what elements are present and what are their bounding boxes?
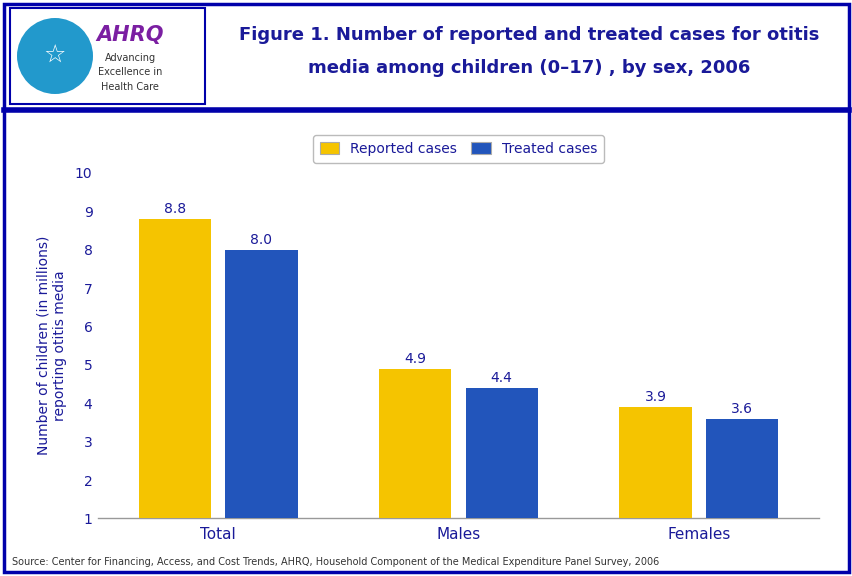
Text: 4.4: 4.4 xyxy=(490,371,512,385)
Bar xyxy=(619,407,691,557)
Legend: Reported cases, Treated cases: Reported cases, Treated cases xyxy=(313,135,603,162)
Bar xyxy=(225,249,297,557)
Bar xyxy=(139,219,210,557)
Text: ☆: ☆ xyxy=(43,44,66,68)
Text: Advancing: Advancing xyxy=(104,53,155,63)
Bar xyxy=(705,419,777,557)
Text: Figure 1. Number of reported and treated cases for otitis: Figure 1. Number of reported and treated… xyxy=(239,26,818,44)
Text: 4.9: 4.9 xyxy=(404,352,426,366)
Text: 8.0: 8.0 xyxy=(250,233,272,247)
Bar xyxy=(4,4,848,110)
Bar xyxy=(10,8,204,104)
Text: Health Care: Health Care xyxy=(101,82,158,92)
Text: 8.8: 8.8 xyxy=(164,202,186,216)
Bar xyxy=(379,369,451,557)
Y-axis label: Number of children (in millions)
reporting otitis media: Number of children (in millions) reporti… xyxy=(37,236,66,455)
Bar xyxy=(465,388,537,557)
Text: 3.6: 3.6 xyxy=(730,402,752,416)
Text: Excellence in: Excellence in xyxy=(98,67,162,77)
Text: media among children (0–17) , by sex, 2006: media among children (0–17) , by sex, 20… xyxy=(308,59,749,77)
Circle shape xyxy=(17,18,93,94)
Bar xyxy=(10,8,204,104)
Text: 3.9: 3.9 xyxy=(644,391,665,404)
Text: AHRQ: AHRQ xyxy=(96,25,164,45)
Text: Source: Center for Financing, Access, and Cost Trends, AHRQ, Household Component: Source: Center for Financing, Access, an… xyxy=(12,557,659,567)
